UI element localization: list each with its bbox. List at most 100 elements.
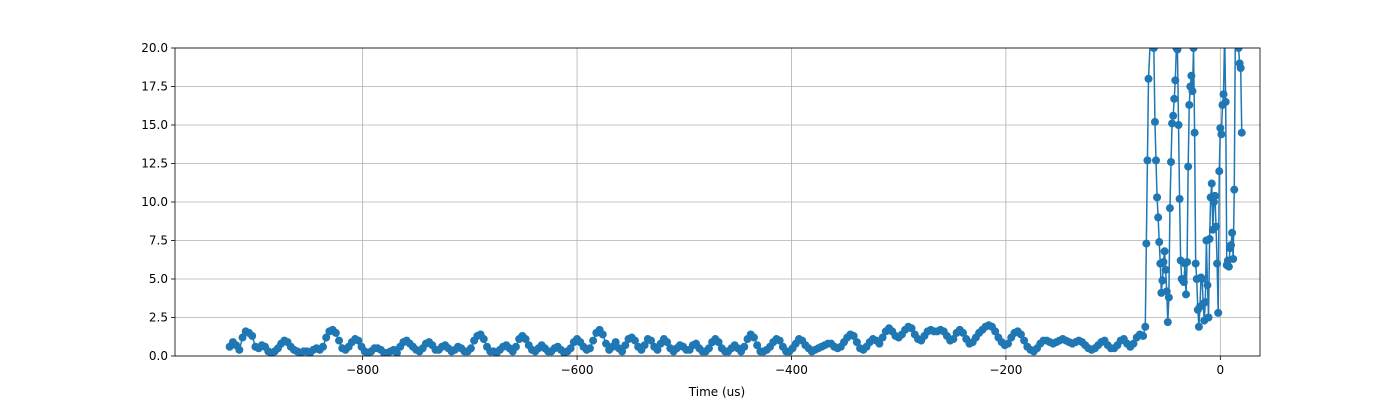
data-point-marker xyxy=(1236,64,1245,73)
data-point-marker xyxy=(1174,121,1183,129)
data-point-marker xyxy=(1153,193,1162,202)
x-axis-label: Time (us) xyxy=(688,385,745,399)
data-point-marker xyxy=(566,344,575,353)
data-point-marker xyxy=(392,348,401,356)
data-point-marker xyxy=(585,344,594,353)
data-point-marker xyxy=(1212,222,1221,231)
data-point-marker xyxy=(1231,29,1239,37)
data-point-marker xyxy=(907,324,916,333)
data-point-marker xyxy=(1221,29,1229,37)
y-tick-label: 20.0 xyxy=(141,41,168,55)
data-point-marker xyxy=(1234,48,1243,52)
data-point-marker xyxy=(1161,265,1170,274)
data-point-marker xyxy=(1215,167,1224,176)
grid xyxy=(175,47,1260,357)
data-point-marker xyxy=(1173,48,1182,54)
data-point-marker xyxy=(521,335,530,344)
data-point-marker xyxy=(1004,339,1013,348)
data-point-marker xyxy=(1150,117,1159,126)
data-point-marker xyxy=(1171,76,1180,85)
data-point-marker xyxy=(1204,313,1213,322)
data-point-marker xyxy=(1139,331,1148,340)
data-point-marker xyxy=(331,328,340,337)
data-point-marker xyxy=(1185,100,1194,109)
x-tick-label: −600 xyxy=(561,363,594,377)
data-point-marker xyxy=(238,333,247,342)
data-point-marker xyxy=(1152,156,1160,165)
data-point-marker xyxy=(1203,281,1212,290)
series-line-plot xyxy=(225,29,1246,356)
y-tick-label: 7.5 xyxy=(149,234,168,248)
data-point-marker xyxy=(653,345,662,354)
data-point-marker xyxy=(1168,119,1177,128)
data-point-marker xyxy=(318,342,327,351)
data-point-marker xyxy=(663,338,672,347)
data-point-marker xyxy=(1182,290,1191,299)
data-point-marker xyxy=(1187,71,1196,80)
data-point-marker xyxy=(1165,204,1174,213)
data-point-marker xyxy=(1183,258,1192,267)
data-point-marker xyxy=(354,336,363,345)
data-point-marker xyxy=(1162,287,1171,296)
y-tick-label: 15.0 xyxy=(141,118,168,132)
data-point-marker xyxy=(1205,234,1214,243)
data-point-marker xyxy=(1188,87,1197,96)
data-point-marker xyxy=(1141,322,1150,331)
x-tick-label: −400 xyxy=(775,363,808,377)
data-point-marker xyxy=(479,335,488,344)
y-tick-label: 10.0 xyxy=(141,195,168,209)
data-point-marker xyxy=(640,341,649,350)
x-tick-label: −800 xyxy=(346,363,379,377)
data-point-marker xyxy=(1163,318,1172,327)
data-point-marker xyxy=(1191,259,1200,268)
data-point-marker xyxy=(959,328,968,337)
data-point-marker xyxy=(1219,90,1228,99)
data-point-marker xyxy=(1143,156,1152,165)
data-point-marker xyxy=(1159,258,1168,267)
data-point-marker xyxy=(1175,194,1184,203)
data-point-marker xyxy=(1167,157,1176,166)
data-point-marker xyxy=(1214,308,1223,317)
data-point-marker xyxy=(1020,336,1029,345)
data-point-marker xyxy=(1149,48,1158,52)
data-point-marker xyxy=(1213,259,1222,268)
data-point-marker xyxy=(1217,130,1226,139)
data-point-marker xyxy=(753,341,762,350)
data-point-marker xyxy=(1144,74,1153,83)
data-point-marker xyxy=(1016,330,1025,339)
data-point-marker xyxy=(1210,191,1219,200)
data-point-marker xyxy=(1129,339,1138,348)
data-point-marker xyxy=(1230,185,1239,194)
data-point-marker xyxy=(618,347,627,356)
data-point-marker xyxy=(1224,262,1233,271)
data-point-marker xyxy=(852,338,861,347)
data-point-marker xyxy=(322,333,331,342)
data-point-marker xyxy=(1189,48,1198,52)
data-point-marker xyxy=(1154,213,1163,222)
ticks: −800 −600 −400 −200 0 0.0 2.5 5.0 7.5 10.0 12.5 15.… xyxy=(141,41,1224,377)
y-tick-label: 0.0 xyxy=(149,349,168,363)
data-point-marker xyxy=(749,333,758,342)
data-point-marker xyxy=(1201,298,1210,307)
y-tick-label: 2.5 xyxy=(149,311,168,325)
x-tick-label: −200 xyxy=(989,363,1022,377)
data-point-marker xyxy=(714,338,723,347)
data-point-marker xyxy=(1207,179,1216,188)
data-point-marker xyxy=(511,342,520,351)
data-point-marker xyxy=(1179,278,1188,287)
data-point-marker xyxy=(235,345,244,354)
data-point-marker xyxy=(1164,293,1173,302)
data-point-marker xyxy=(248,331,257,340)
data-point-marker xyxy=(704,344,713,353)
data-point-marker xyxy=(875,339,884,348)
data-point-marker xyxy=(1216,124,1225,133)
data-point-marker xyxy=(1184,162,1193,171)
data-point-marker xyxy=(630,336,639,345)
data-point-marker xyxy=(589,336,598,345)
data-point-marker xyxy=(1228,228,1237,237)
data-point-marker xyxy=(878,333,887,342)
data-point-marker xyxy=(740,342,749,351)
y-tick-label: 17.5 xyxy=(141,80,168,94)
